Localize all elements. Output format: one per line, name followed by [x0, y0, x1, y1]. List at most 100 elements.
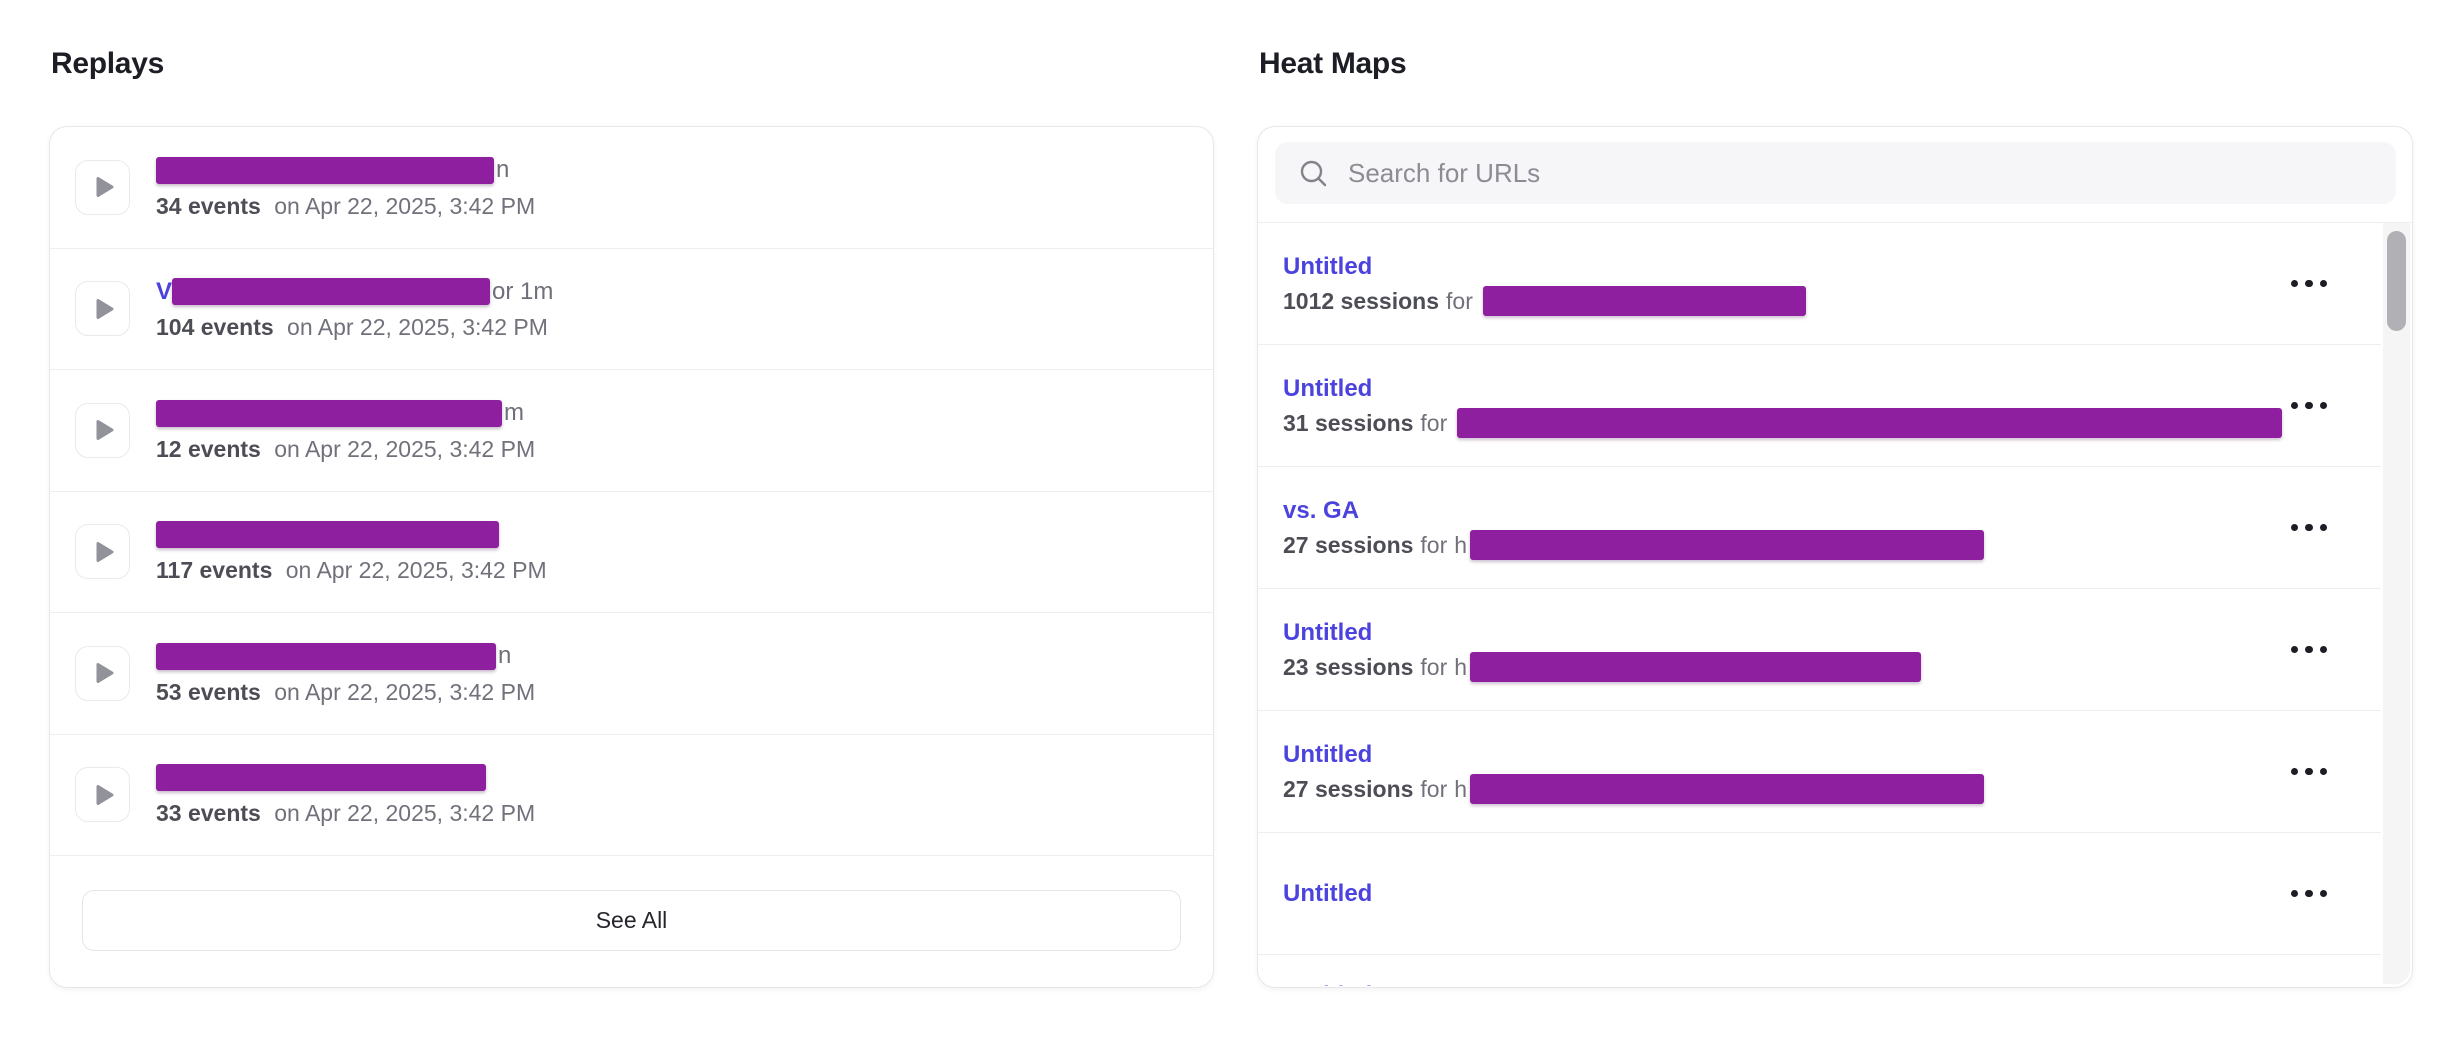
for-label: for	[1446, 287, 1473, 314]
redaction-bar	[156, 764, 486, 792]
sessions-count: 31 sessions	[1283, 409, 1414, 436]
play-button[interactable]	[75, 159, 130, 215]
sessions-count: 27 sessions	[1283, 531, 1414, 558]
replay-title	[156, 761, 1183, 794]
redaction-bar	[156, 642, 496, 670]
heatmap-row[interactable]: Untitled 1012 sessions for	[1258, 223, 2381, 345]
replay-name-fragment: V	[156, 277, 173, 305]
sessions-count: 27 sessions	[1283, 775, 1414, 802]
heatmap-row-clipped[interactable]: Untitled	[1258, 955, 2381, 986]
replay-meta: 53 events on Apr 22, 2025, 3:42 PM	[156, 677, 1183, 707]
url-redaction-bar	[1457, 408, 2283, 438]
row-menu-button[interactable]	[2286, 264, 2332, 304]
play-button[interactable]	[75, 281, 130, 337]
replay-meta: 34 events on Apr 22, 2025, 3:42 PM	[156, 191, 1183, 221]
heatmaps-list: Untitled 1012 sessions for Untitled 31 s…	[1258, 223, 2412, 986]
search-box[interactable]	[1275, 142, 2396, 204]
play-icon	[96, 784, 113, 805]
sessions-count: 23 sessions	[1283, 653, 1414, 680]
for-label: for	[1420, 409, 1448, 436]
row-menu-button[interactable]	[2286, 752, 2332, 792]
scrollbar-thumb[interactable]	[2387, 231, 2406, 331]
events-timestamp: on Apr 22, 2025, 3:42 PM	[285, 557, 547, 584]
replay-title	[156, 518, 1183, 551]
heatmap-url-line: 23 sessions for h	[1283, 652, 2381, 683]
replay-title: m	[156, 397, 1183, 430]
heatmaps-card: Untitled 1012 sessions for Untitled 31 s…	[1257, 126, 2413, 988]
replay-row[interactable]: V or 1m 104 events on Apr 22, 2025, 3:42…	[50, 249, 1213, 370]
replay-title-suffix: n	[496, 156, 510, 184]
events-count: 104 events	[156, 314, 274, 341]
replay-title-suffix: or 1m	[492, 277, 554, 305]
play-button[interactable]	[75, 767, 130, 823]
heatmaps-search-header	[1258, 127, 2412, 223]
heatmap-title-link[interactable]: Untitled	[1283, 618, 1373, 646]
redaction-bar	[156, 521, 499, 549]
url-redaction-bar	[1470, 530, 1985, 560]
for-label: for	[1420, 531, 1448, 558]
heatmap-title-link[interactable]: Untitled	[1283, 879, 1373, 907]
heatmap-row[interactable]: Untitled	[1258, 833, 2381, 955]
redaction-bar	[172, 278, 491, 306]
for-label: for	[1420, 653, 1448, 680]
heatmap-row[interactable]: Untitled 23 sessions for h	[1258, 589, 2381, 711]
heatmap-title-link[interactable]: Untitled	[1283, 740, 1373, 768]
row-menu-button[interactable]	[2286, 630, 2332, 670]
row-menu-button[interactable]	[2286, 508, 2332, 548]
ellipsis-icon	[2290, 645, 2299, 654]
sessions-count: 1012 sessions	[1283, 287, 1440, 314]
play-button[interactable]	[75, 402, 130, 458]
play-button[interactable]	[75, 524, 130, 580]
heatmap-title-link[interactable]: Untitled	[1283, 252, 1373, 280]
ellipsis-icon	[2290, 889, 2299, 898]
replays-section-title: Replays	[51, 47, 164, 80]
replay-meta: 104 events on Apr 22, 2025, 3:42 PM	[156, 312, 1183, 342]
events-count: 34 events	[156, 192, 261, 219]
events-count: 117 events	[156, 557, 273, 584]
replay-title: n	[156, 154, 1183, 187]
events-count: 12 events	[156, 435, 261, 462]
replay-meta: 33 events on Apr 22, 2025, 3:42 PM	[156, 798, 1183, 828]
heatmap-title-link[interactable]: Untitled	[1283, 980, 1372, 986]
replay-meta: 117 events on Apr 22, 2025, 3:42 PM	[156, 555, 1183, 585]
replay-title: n	[156, 640, 1183, 673]
events-timestamp: on Apr 22, 2025, 3:42 PM	[274, 678, 536, 705]
row-menu-button[interactable]	[2286, 386, 2332, 426]
events-timestamp: on Apr 22, 2025, 3:42 PM	[274, 192, 536, 219]
replay-title: V or 1m	[156, 275, 1183, 308]
replay-row[interactable]: m 12 events on Apr 22, 2025, 3:42 PM	[50, 370, 1213, 492]
replays-footer: See All	[50, 856, 1213, 984]
heatmap-url-line: 27 sessions for h	[1283, 530, 2381, 561]
url-fragment: h	[1454, 775, 1468, 802]
heatmaps-panel: Heat Maps Untitled 1012 sessions for	[1257, 46, 2413, 988]
play-button[interactable]	[75, 645, 130, 701]
see-all-button[interactable]: See All	[82, 889, 1181, 951]
heatmap-title-link[interactable]: Untitled	[1283, 374, 1373, 402]
events-timestamp: on Apr 22, 2025, 3:42 PM	[274, 435, 536, 462]
redaction-bar	[156, 399, 502, 427]
url-redaction-bar	[1482, 286, 1806, 316]
two-panel-layout: Replays n 34 events on Apr 22, 2025, 3:4…	[49, 46, 2413, 988]
redaction-bar	[156, 156, 494, 184]
heatmap-title-link[interactable]: vs. GA	[1283, 496, 1360, 524]
replay-row[interactable]: n 53 events on Apr 22, 2025, 3:42 PM	[50, 613, 1213, 735]
replay-row[interactable]: n 34 events on Apr 22, 2025, 3:42 PM	[50, 127, 1213, 249]
events-count: 33 events	[156, 800, 261, 827]
url-redaction-bar	[1470, 652, 1922, 682]
replay-row[interactable]: 117 events on Apr 22, 2025, 3:42 PM	[50, 492, 1213, 613]
replays-panel: Replays n 34 events on Apr 22, 2025, 3:4…	[49, 46, 1214, 988]
events-timestamp: on Apr 22, 2025, 3:42 PM	[287, 314, 548, 341]
play-icon	[96, 420, 113, 441]
url-fragment: h	[1454, 531, 1468, 558]
heatmap-row[interactable]: vs. GA 27 sessions for h	[1258, 467, 2381, 589]
replay-row[interactable]: 33 events on Apr 22, 2025, 3:42 PM	[50, 735, 1213, 856]
heatmap-row[interactable]: Untitled 31 sessions for	[1258, 345, 2381, 467]
heatmap-row[interactable]: Untitled 27 sessions for h	[1258, 711, 2381, 833]
scrollbar-track[interactable]	[2383, 223, 2410, 984]
heatmap-url-line: 1012 sessions for	[1283, 286, 2381, 317]
replay-meta: 12 events on Apr 22, 2025, 3:42 PM	[156, 434, 1183, 464]
play-icon	[96, 541, 113, 562]
row-menu-button[interactable]	[2286, 874, 2332, 914]
search-input[interactable]	[1348, 157, 2372, 189]
ellipsis-icon	[2290, 767, 2299, 776]
